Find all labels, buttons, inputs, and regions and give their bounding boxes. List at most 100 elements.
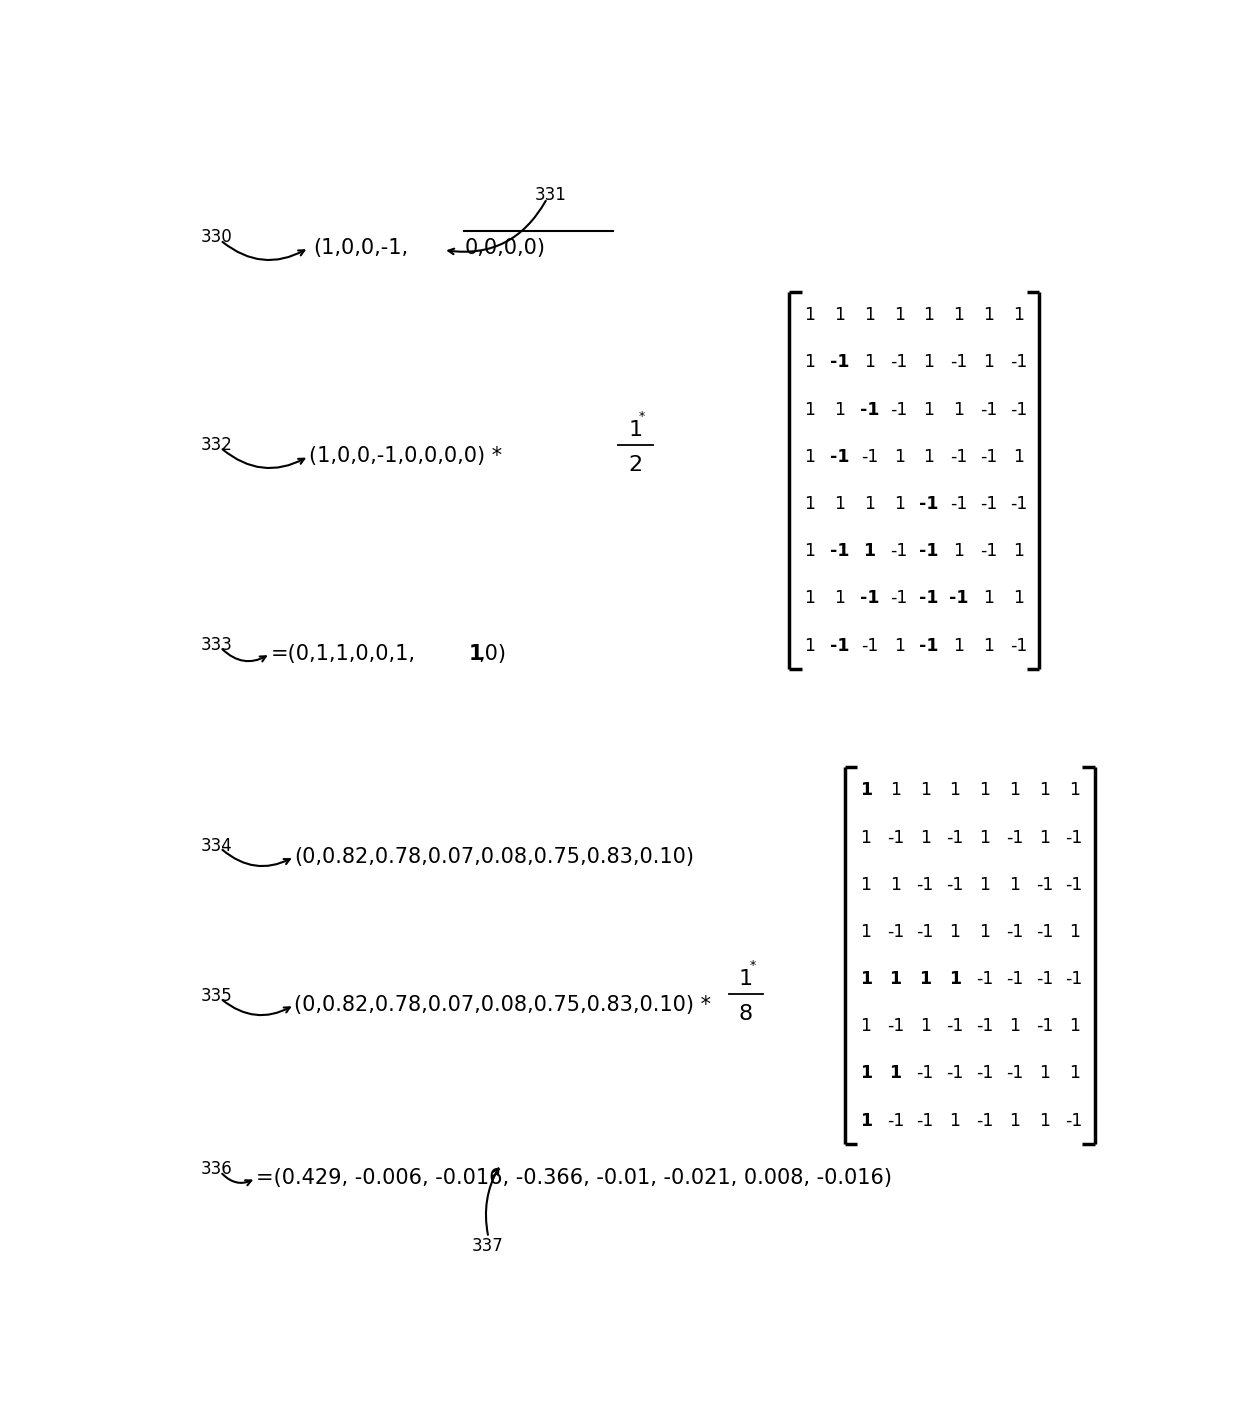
Text: 1: 1: [835, 306, 846, 325]
Text: 1: 1: [805, 447, 816, 466]
Text: 1: 1: [919, 970, 931, 988]
Text: -1: -1: [1065, 876, 1083, 893]
Text: -1: -1: [1009, 637, 1027, 654]
Text: 1: 1: [1069, 1064, 1080, 1083]
Text: -1: -1: [919, 590, 939, 607]
Text: 1: 1: [1009, 1112, 1021, 1130]
Text: 1: 1: [863, 542, 875, 560]
Text: -1: -1: [1006, 923, 1023, 940]
Text: -1: -1: [946, 876, 963, 893]
Text: (1,0,0,-1,: (1,0,0,-1,: [314, 238, 409, 258]
Text: 1: 1: [894, 447, 905, 466]
Text: 1: 1: [1013, 306, 1024, 325]
Text: 1: 1: [864, 353, 875, 372]
Text: 334: 334: [201, 836, 233, 855]
Text: -1: -1: [976, 1112, 993, 1130]
Text: 1: 1: [924, 353, 935, 372]
Text: -1: -1: [1009, 400, 1027, 419]
Text: 1: 1: [835, 400, 846, 419]
Text: -1: -1: [976, 1017, 993, 1036]
Text: -1: -1: [919, 637, 939, 654]
Text: 1: 1: [980, 781, 991, 799]
Text: -1: -1: [950, 494, 967, 513]
Text: 1: 1: [954, 637, 965, 654]
Text: 1: 1: [859, 970, 872, 988]
Text: 1: 1: [805, 590, 816, 607]
Text: -1: -1: [1065, 1112, 1083, 1130]
Text: 1: 1: [1039, 828, 1050, 846]
Text: 1: 1: [954, 306, 965, 325]
Text: 1: 1: [920, 1017, 931, 1036]
Text: 1: 1: [1069, 781, 1080, 799]
Text: 0,0,0,0): 0,0,0,0): [465, 238, 546, 258]
Text: 1: 1: [894, 637, 905, 654]
Text: -1: -1: [980, 400, 997, 419]
Text: 1: 1: [920, 828, 931, 846]
Text: -1: -1: [1009, 353, 1027, 372]
Text: 330: 330: [201, 228, 233, 247]
Text: 1: 1: [924, 400, 935, 419]
Text: 1: 1: [1013, 542, 1024, 560]
Text: 1: 1: [805, 494, 816, 513]
Text: 1: 1: [835, 494, 846, 513]
Text: -1: -1: [916, 923, 934, 940]
Text: 1: 1: [1013, 447, 1024, 466]
Text: 331: 331: [534, 187, 567, 204]
Text: -1: -1: [890, 542, 908, 560]
Text: 1: 1: [835, 590, 846, 607]
Text: 1: 1: [1039, 1112, 1050, 1130]
Text: 1: 1: [864, 306, 875, 325]
Text: 1: 1: [949, 970, 961, 988]
Text: -1: -1: [890, 400, 908, 419]
Text: 1: 1: [1009, 876, 1021, 893]
Text: -1: -1: [830, 447, 849, 466]
Text: -1: -1: [980, 494, 997, 513]
Text: 1: 1: [859, 1112, 872, 1130]
Text: 1: 1: [924, 306, 935, 325]
Text: 1: 1: [980, 828, 991, 846]
Text: -1: -1: [1065, 970, 1083, 988]
Text: 1: 1: [1039, 781, 1050, 799]
Text: 1: 1: [983, 353, 994, 372]
Text: -1: -1: [1006, 828, 1023, 846]
Text: 1: 1: [983, 590, 994, 607]
Text: 1: 1: [954, 400, 965, 419]
Text: -1: -1: [1035, 876, 1053, 893]
Text: 1: 1: [469, 644, 482, 664]
Text: -1: -1: [890, 353, 908, 372]
Text: =(0,1,1,0,0,1,: =(0,1,1,0,0,1,: [270, 644, 415, 664]
Text: -1: -1: [859, 400, 879, 419]
Text: -1: -1: [861, 637, 878, 654]
Text: 1: 1: [861, 828, 872, 846]
Text: 1: 1: [861, 923, 872, 940]
Text: 1: 1: [954, 542, 965, 560]
Text: -1: -1: [916, 876, 934, 893]
Text: -1: -1: [1009, 494, 1027, 513]
Text: -1: -1: [950, 447, 967, 466]
Text: -1: -1: [919, 542, 939, 560]
Text: 1: 1: [980, 923, 991, 940]
Text: -1: -1: [861, 447, 878, 466]
Text: -1: -1: [1006, 1064, 1023, 1083]
Text: 1: 1: [1009, 781, 1021, 799]
Text: 1: 1: [805, 400, 816, 419]
Text: 1: 1: [950, 1112, 961, 1130]
Text: 1: 1: [1069, 1017, 1080, 1036]
Text: 1: 1: [805, 637, 816, 654]
Text: 1: 1: [629, 420, 642, 440]
Text: 1: 1: [739, 969, 753, 989]
Text: -1: -1: [976, 1064, 993, 1083]
Text: 2: 2: [629, 455, 642, 475]
Text: 1: 1: [983, 637, 994, 654]
Text: *: *: [750, 959, 756, 972]
Text: =(0.429, -0.006, -0.016, -0.366, -0.01, -0.021, 0.008, -0.016): =(0.429, -0.006, -0.016, -0.366, -0.01, …: [255, 1168, 892, 1188]
Text: 336: 336: [201, 1160, 233, 1178]
Text: 337: 337: [472, 1237, 503, 1255]
Text: 1: 1: [950, 923, 961, 940]
Text: (0,0.82,0.78,0.07,0.08,0.75,0.83,0.10): (0,0.82,0.78,0.07,0.08,0.75,0.83,0.10): [294, 846, 694, 866]
Text: -1: -1: [887, 1017, 904, 1036]
Text: 335: 335: [201, 988, 233, 1005]
Text: 1: 1: [980, 876, 991, 893]
Text: ,0): ,0): [477, 644, 506, 664]
Text: -1: -1: [980, 447, 997, 466]
